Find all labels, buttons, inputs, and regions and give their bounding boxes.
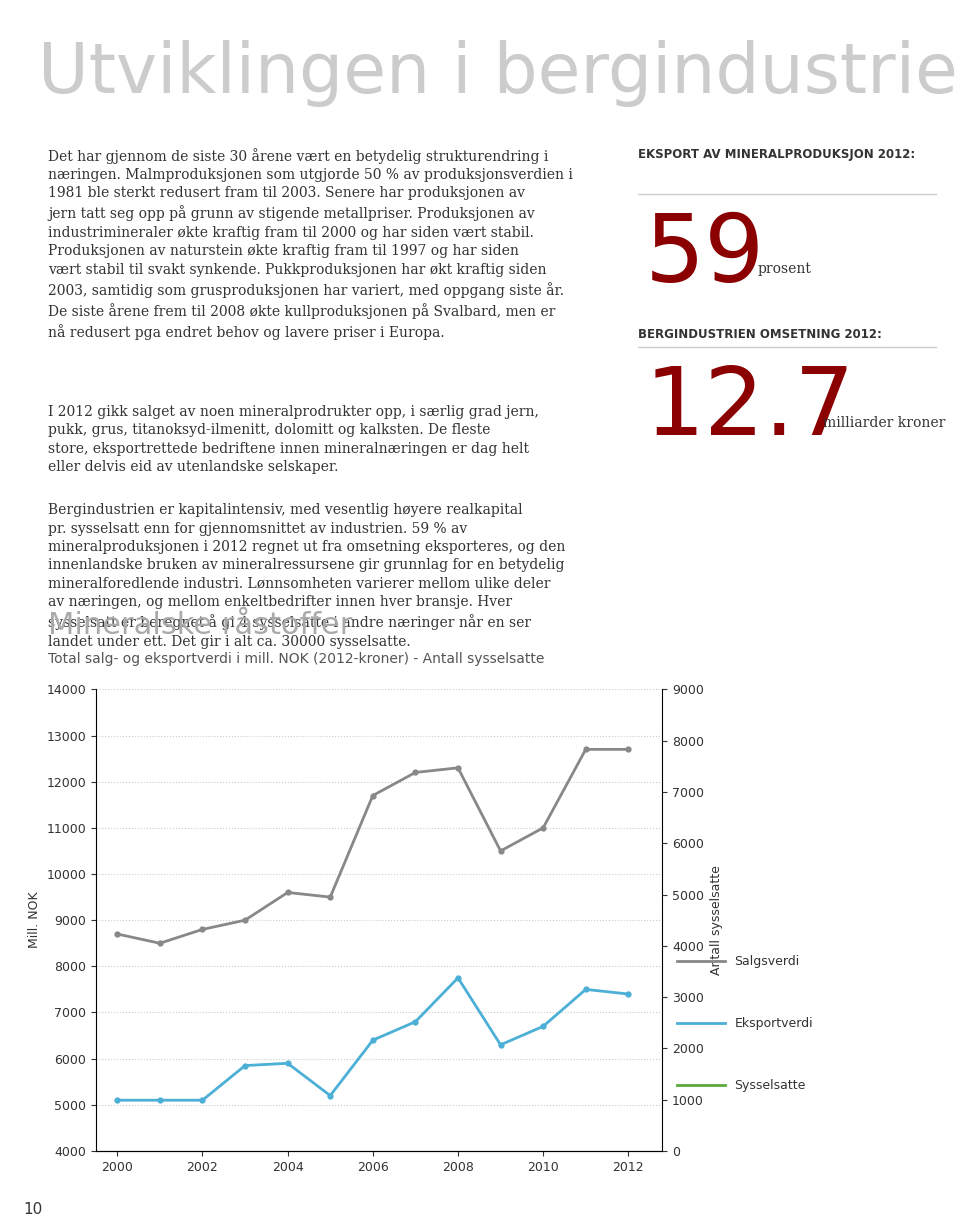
Text: Bergindustrien er kapitalintensiv, med vesentlig høyere realkapital
pr. sysselsa: Bergindustrien er kapitalintensiv, med v… <box>48 503 565 649</box>
Text: 12.7: 12.7 <box>644 363 854 455</box>
Y-axis label: Mill. NOK: Mill. NOK <box>28 892 41 948</box>
Text: Total salg- og eksportverdi i mill. NOK (2012-kroner) - Antall sysselsatte: Total salg- og eksportverdi i mill. NOK … <box>48 652 544 666</box>
Text: 10: 10 <box>23 1201 42 1217</box>
Text: EKSPORT AV MINERALPRODUKSJON 2012:: EKSPORT AV MINERALPRODUKSJON 2012: <box>638 148 916 161</box>
Text: Utviklingen i bergindustrien: Utviklingen i bergindustrien <box>38 41 960 107</box>
Y-axis label: Antall sysselsatte: Antall sysselsatte <box>709 865 723 975</box>
Text: Salgsverdi: Salgsverdi <box>734 955 800 968</box>
Text: Eksportverdi: Eksportverdi <box>734 1017 813 1030</box>
Text: I 2012 gikk salget av noen mineralprodrukter opp, i særlig grad jern,
pukk, grus: I 2012 gikk salget av noen mineralprodru… <box>48 405 539 474</box>
Text: Det har gjennom de siste 30 årene vært en betydelig strukturendring i
næringen. : Det har gjennom de siste 30 årene vært e… <box>48 148 573 340</box>
Text: Sysselsatte: Sysselsatte <box>734 1080 805 1092</box>
Text: Mineralske råstoffer: Mineralske råstoffer <box>48 611 352 640</box>
Text: 59: 59 <box>644 211 764 302</box>
Text: prosent: prosent <box>757 262 811 276</box>
Text: milliarder kroner: milliarder kroner <box>823 416 946 430</box>
Text: BERGINDUSTRIEN OMSETNING 2012:: BERGINDUSTRIEN OMSETNING 2012: <box>638 327 882 341</box>
